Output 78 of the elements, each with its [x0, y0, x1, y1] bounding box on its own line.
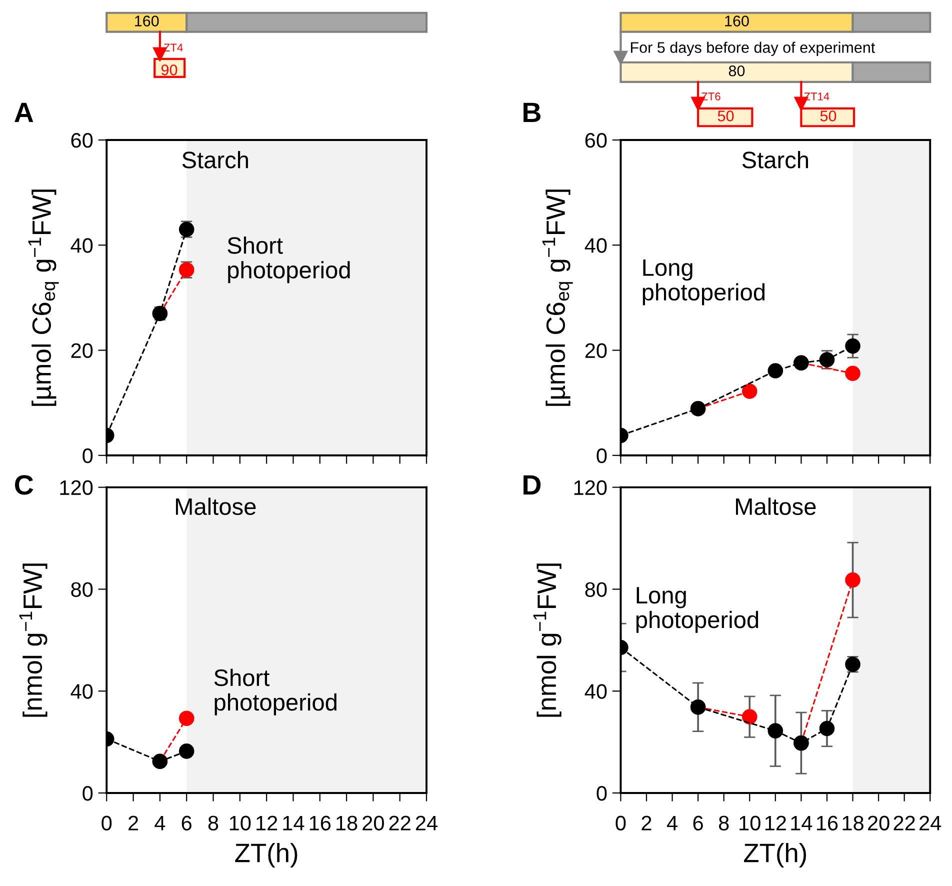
x-tick-label: 20: [868, 816, 890, 830]
y-tick-label: 20: [585, 343, 607, 358]
x-tick-label: 14: [791, 816, 812, 830]
annotation: Long photoperiod: [636, 587, 758, 633]
x-tick-label: 6: [182, 816, 192, 830]
text: 50: [718, 110, 734, 122]
x-tick-label: 16: [816, 816, 838, 830]
y-tick-label: 0: [596, 448, 607, 464]
x-tick-label: 4: [154, 816, 166, 830]
x-axis-title: ZT(h): [744, 842, 806, 868]
text: For 5 days before day of experiment: [630, 42, 876, 56]
x-tick-label: 20: [362, 816, 384, 830]
x-tick-label: 24: [416, 816, 438, 830]
x-tick-label: 18: [336, 816, 358, 830]
x-tick-label: 24: [920, 816, 942, 830]
text: 50: [820, 110, 836, 122]
y-tick-label: 40: [70, 684, 93, 699]
y-tick-label: 0: [82, 448, 93, 464]
y-axis-title: [nmol g$^{−1}$FW]: [533, 564, 562, 717]
x-tick-label: 22: [894, 816, 915, 830]
y-axis-title: [µmol C6$_{eq}$ g$^{−1}$FW]: [542, 190, 573, 406]
y-tick-label: 40: [584, 238, 607, 253]
x-tick-label: 22: [389, 816, 410, 830]
y-tick-label: 80: [71, 582, 93, 597]
point: [819, 720, 835, 736]
point: [845, 572, 860, 588]
x-tick-label: 8: [718, 816, 729, 830]
point: [845, 366, 860, 382]
point: [768, 723, 784, 738]
annotation: Long photoperiod: [642, 260, 765, 306]
y-tick-label: 120: [574, 480, 607, 496]
point: [819, 352, 835, 368]
y-tick-label: 0: [82, 786, 93, 801]
y-tick-label: 60: [585, 132, 607, 148]
y-tick-label: 120: [60, 480, 93, 496]
y-tick-label: 20: [71, 343, 93, 358]
y-tick-label: 80: [585, 582, 607, 597]
text: D: [524, 475, 541, 494]
text: A: [14, 102, 34, 122]
annotation: Short photoperiod: [228, 236, 350, 284]
text: B: [524, 102, 540, 122]
chart-title: Starch: [742, 151, 808, 168]
text: 90: [161, 64, 178, 76]
x-axis-title: ZT(h): [235, 842, 298, 868]
y-tick-label: 40: [70, 238, 93, 253]
x-tick-label: 2: [128, 816, 138, 830]
chart-title: Maltose: [176, 498, 256, 516]
x-tick-label: 4: [666, 816, 678, 830]
text: C: [15, 475, 34, 495]
text: 80: [728, 65, 745, 76]
x-tick-label: 18: [842, 816, 864, 830]
x-tick-label: 0: [616, 816, 626, 830]
x-tick-label: 14: [283, 816, 304, 830]
point: [742, 384, 758, 399]
annotation: Short photoperiod: [214, 668, 336, 716]
point: [845, 338, 860, 354]
y-axis-title: [µmol C6$_{eq}$ g$^{−1}$FW]: [28, 190, 59, 406]
chart-title: Starch: [182, 151, 248, 168]
y-tick-label: 60: [71, 132, 93, 148]
x-tick-label: 6: [693, 816, 703, 830]
y-axis-title: [nmol g$^{−1}$FW]: [19, 564, 48, 717]
y-tick-label: 0: [596, 786, 607, 801]
text: 160: [135, 16, 159, 26]
x-tick-label: 12: [765, 816, 786, 830]
text: 160: [725, 16, 749, 26]
point: [178, 710, 194, 726]
x-tick-label: 16: [310, 816, 331, 830]
point: [178, 744, 194, 759]
x-tick-label: 2: [642, 816, 652, 830]
x-tick-label: 0: [102, 816, 112, 830]
point: [742, 709, 758, 724]
x-tick-label: 10: [740, 816, 760, 830]
y-tick-label: 40: [584, 684, 607, 699]
x-tick-label: 10: [230, 816, 251, 830]
x-tick-label: 8: [208, 816, 218, 830]
point: [768, 363, 784, 378]
x-tick-label: 12: [256, 816, 278, 830]
chart-title: Maltose: [736, 498, 816, 516]
